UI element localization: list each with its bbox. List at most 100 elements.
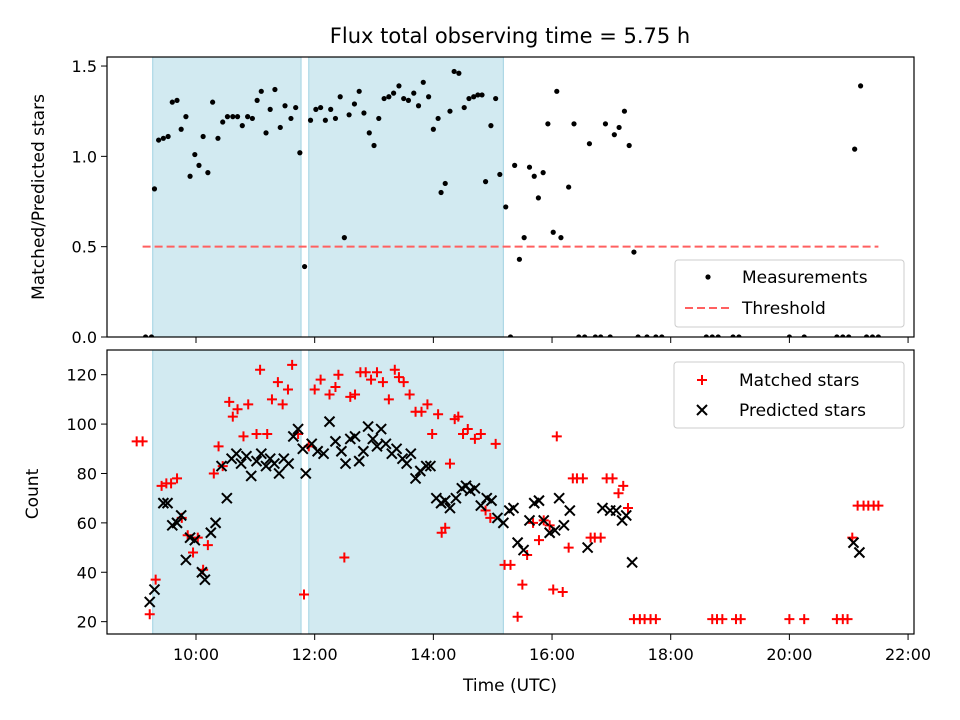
y-tick-label: 40 xyxy=(77,563,97,582)
measurement-point xyxy=(220,119,226,125)
predicted-star-point xyxy=(255,448,267,460)
measurement-point xyxy=(621,108,628,114)
measurement-point xyxy=(391,90,397,96)
measurement-point xyxy=(426,94,432,100)
measurement-point xyxy=(169,99,175,105)
predicted-star-point xyxy=(353,455,365,467)
x-axis-label: Time (UTC) xyxy=(462,676,557,696)
predicted-star-point xyxy=(507,502,520,514)
matched-star-point xyxy=(453,411,464,422)
measurement-point xyxy=(332,115,339,122)
predicted-star-point xyxy=(390,443,403,455)
predicted-star-point xyxy=(626,556,638,569)
matched-star-point xyxy=(213,441,224,452)
measurement-point xyxy=(875,334,881,337)
y-tick-label: 80 xyxy=(77,464,97,483)
measurement-point xyxy=(249,115,255,122)
measurement-point xyxy=(328,106,334,112)
measurement-point xyxy=(361,110,367,116)
measurement-point xyxy=(482,179,489,185)
matched-star-point xyxy=(227,411,238,422)
measurement-point xyxy=(224,114,231,120)
predicted-star-point xyxy=(311,445,324,457)
predicted-star-point xyxy=(469,482,481,495)
predicted-star-point xyxy=(420,460,432,472)
matched-star-point xyxy=(462,424,473,435)
matched-star-point xyxy=(208,468,219,479)
measurement-point xyxy=(376,115,382,122)
measurement-point xyxy=(461,104,467,111)
matched-star-point xyxy=(350,389,361,400)
chart-title: Flux total observing time = 5.75 h xyxy=(330,24,690,48)
matched-star-point xyxy=(622,503,633,514)
matched-star-point xyxy=(324,389,335,400)
measurement-point xyxy=(263,130,269,136)
predicted-star-point xyxy=(549,524,561,536)
measurement-point xyxy=(550,229,556,235)
measurement-point xyxy=(215,135,221,141)
measurement-point xyxy=(471,94,477,100)
measurement-point xyxy=(535,195,541,201)
measurement-point xyxy=(401,95,407,102)
measurement-point xyxy=(479,92,485,98)
predicted-star-point xyxy=(144,596,156,608)
matched-star-point xyxy=(595,532,606,543)
predicted-star-point xyxy=(196,566,208,578)
predicted-star-point xyxy=(221,492,233,504)
matched-star-point xyxy=(330,382,341,393)
legend-frame xyxy=(674,259,905,328)
matched-star-point xyxy=(735,614,746,625)
measurement-point xyxy=(151,186,158,192)
matched-star-point xyxy=(251,428,262,439)
predicted-star-point xyxy=(610,504,622,517)
measurement-point xyxy=(405,97,412,103)
matched-star-point xyxy=(255,364,266,375)
y-tick-label: 0.0 xyxy=(72,328,97,347)
measurement-point xyxy=(488,123,494,129)
measurement-point xyxy=(293,104,299,111)
matched-star-point xyxy=(607,473,618,484)
predicted-star-point xyxy=(596,502,609,514)
matched-star-point xyxy=(393,372,404,383)
measurement-point xyxy=(635,334,641,337)
predicted-star-point xyxy=(371,440,383,453)
predicted-star-point xyxy=(380,438,392,450)
measurement-point xyxy=(582,334,588,337)
measurement-point xyxy=(709,334,715,337)
predicted-star-point xyxy=(292,423,304,435)
measurement-point xyxy=(165,133,171,140)
matched-star-point xyxy=(469,433,480,444)
predicted-star-point xyxy=(538,514,550,527)
measurement-point xyxy=(545,121,551,127)
predicted-star-point xyxy=(335,445,348,457)
measurement-point xyxy=(592,334,598,337)
measurement-point xyxy=(341,235,347,241)
predicted-star-point xyxy=(205,527,217,539)
measurement-point xyxy=(318,104,324,111)
measurement-point xyxy=(386,94,392,100)
matched-star-point xyxy=(427,428,438,439)
matched-star-point xyxy=(444,458,455,469)
predicted-star-point xyxy=(268,457,281,470)
predicted-star-point xyxy=(511,536,524,549)
x-tick-label: 12:00 xyxy=(292,645,338,664)
measurement-point xyxy=(371,142,377,149)
measurement-point xyxy=(526,164,533,170)
matched-star-point xyxy=(371,367,382,378)
measurement-point xyxy=(586,141,593,147)
observing-span xyxy=(308,350,504,634)
predicted-star-point xyxy=(240,450,253,462)
measurement-point xyxy=(396,83,402,89)
measurement-point xyxy=(512,162,518,168)
matched-star-point xyxy=(551,431,562,442)
matched-star-point xyxy=(383,394,394,405)
measurement-point xyxy=(607,334,613,337)
predicted-star-point xyxy=(273,467,285,480)
matched-star-point xyxy=(799,614,810,625)
predicted-star-point xyxy=(180,554,192,566)
measurement-point xyxy=(598,334,604,337)
measurement-point xyxy=(267,106,273,112)
predicted-star-point xyxy=(424,460,437,472)
matched-star-point xyxy=(339,552,350,563)
top-y-axis-label: Matched/Predicted stars xyxy=(29,94,49,300)
